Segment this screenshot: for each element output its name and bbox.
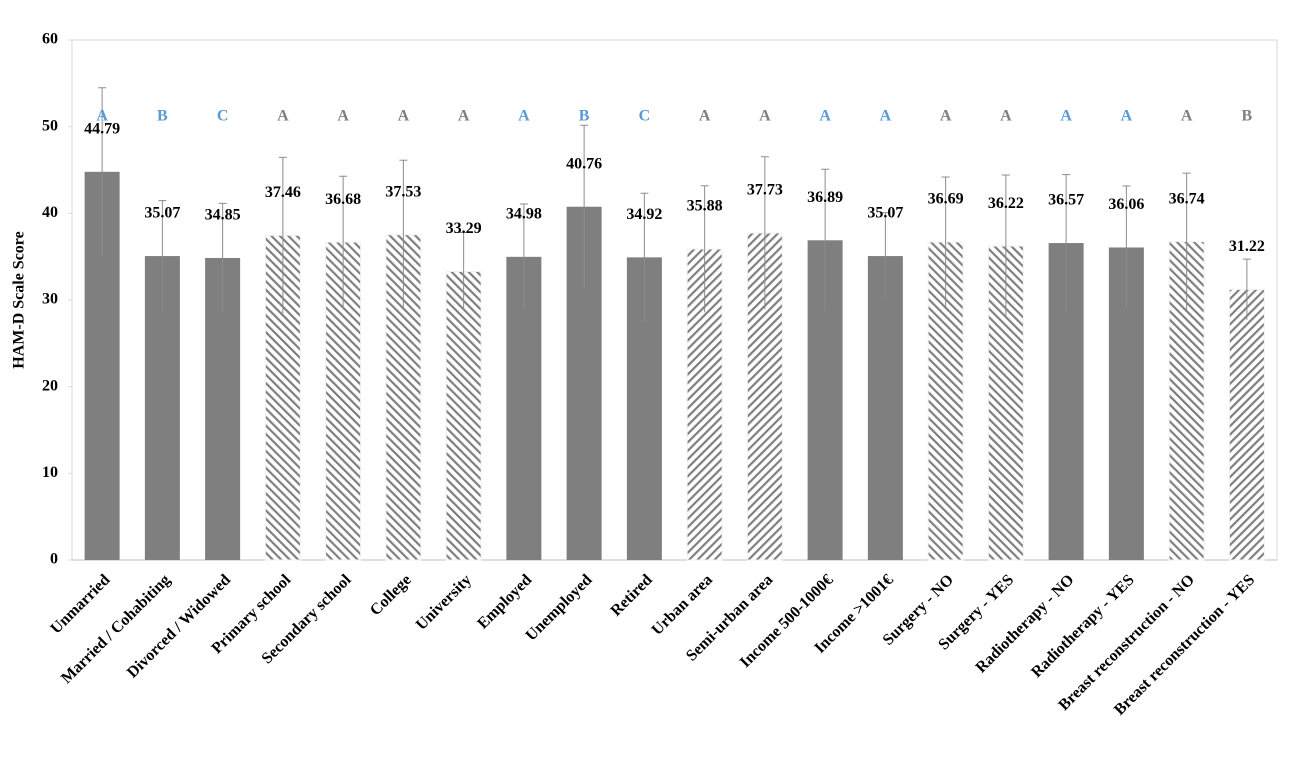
significance-letter: C [217, 108, 229, 125]
value-label: 36.06 [1108, 196, 1144, 213]
value-label: 34.92 [626, 206, 662, 223]
value-label: 36.68 [325, 191, 361, 208]
value-label: 36.74 [1169, 190, 1205, 207]
bar [264, 234, 301, 561]
significance-letter: B [579, 108, 590, 125]
y-tick-label: 30 [42, 291, 58, 308]
value-label: 36.57 [1048, 192, 1084, 209]
x-tick-label: University [413, 571, 475, 633]
value-label: 37.46 [265, 184, 301, 201]
bar [445, 270, 482, 561]
y-tick-label: 10 [42, 464, 58, 481]
significance-letter: A [277, 108, 289, 125]
plot-frame [71, 39, 1278, 561]
significance-letter: A [940, 108, 952, 125]
value-label: 37.53 [385, 183, 421, 200]
significance-letter: C [639, 108, 651, 125]
significance-letter: A [458, 108, 470, 125]
significance-letter: A [337, 108, 349, 125]
bar [1228, 288, 1265, 561]
value-label: 36.69 [928, 191, 964, 208]
significance-letter: A [398, 108, 410, 125]
value-label: 37.73 [747, 182, 783, 199]
significance-letter: A [699, 108, 711, 125]
x-tick-label: College [367, 571, 415, 619]
significance-letter: A [1121, 108, 1133, 125]
value-label: 35.88 [687, 198, 723, 215]
x-tick-label: Employed [474, 571, 535, 632]
value-label: 33.29 [446, 220, 482, 237]
y-tick-label: 60 [42, 31, 58, 48]
significance-letter: A [880, 108, 892, 125]
significance-letter: A [1181, 108, 1193, 125]
x-tick-label: Unmarried [47, 571, 113, 637]
value-label: 36.22 [988, 195, 1024, 212]
significance-letter: A [1060, 108, 1072, 125]
x-tick-label: Retired [608, 571, 656, 619]
value-label: 34.98 [506, 206, 542, 223]
significance-letter: A [96, 108, 108, 125]
value-label: 35.07 [867, 205, 903, 222]
y-tick-label: 40 [42, 204, 58, 221]
x-tick-label: Radiotherapy - YES [1028, 571, 1138, 681]
value-label: 40.76 [566, 155, 602, 172]
y-axis-label: HAM-D Scale Score [11, 231, 28, 368]
x-tick-label: Divorced / Widowed [124, 571, 234, 681]
value-label: 36.89 [807, 189, 843, 206]
value-label: 44.79 [84, 120, 120, 137]
y-tick-label: 0 [50, 551, 58, 568]
value-label: 34.85 [205, 207, 241, 224]
significance-letter: B [1242, 108, 1253, 125]
significance-letter: A [819, 108, 831, 125]
bar [867, 256, 903, 560]
x-tick-label: Married / Cohabiting [58, 571, 174, 687]
y-tick-label: 50 [42, 117, 58, 134]
significance-letter: A [518, 108, 530, 125]
value-label: 35.07 [144, 205, 180, 222]
significance-letter: A [1000, 108, 1012, 125]
significance-letter: B [157, 108, 168, 125]
y-tick-label: 20 [42, 377, 58, 394]
value-label: 31.22 [1229, 238, 1265, 255]
significance-letter: A [759, 108, 771, 125]
